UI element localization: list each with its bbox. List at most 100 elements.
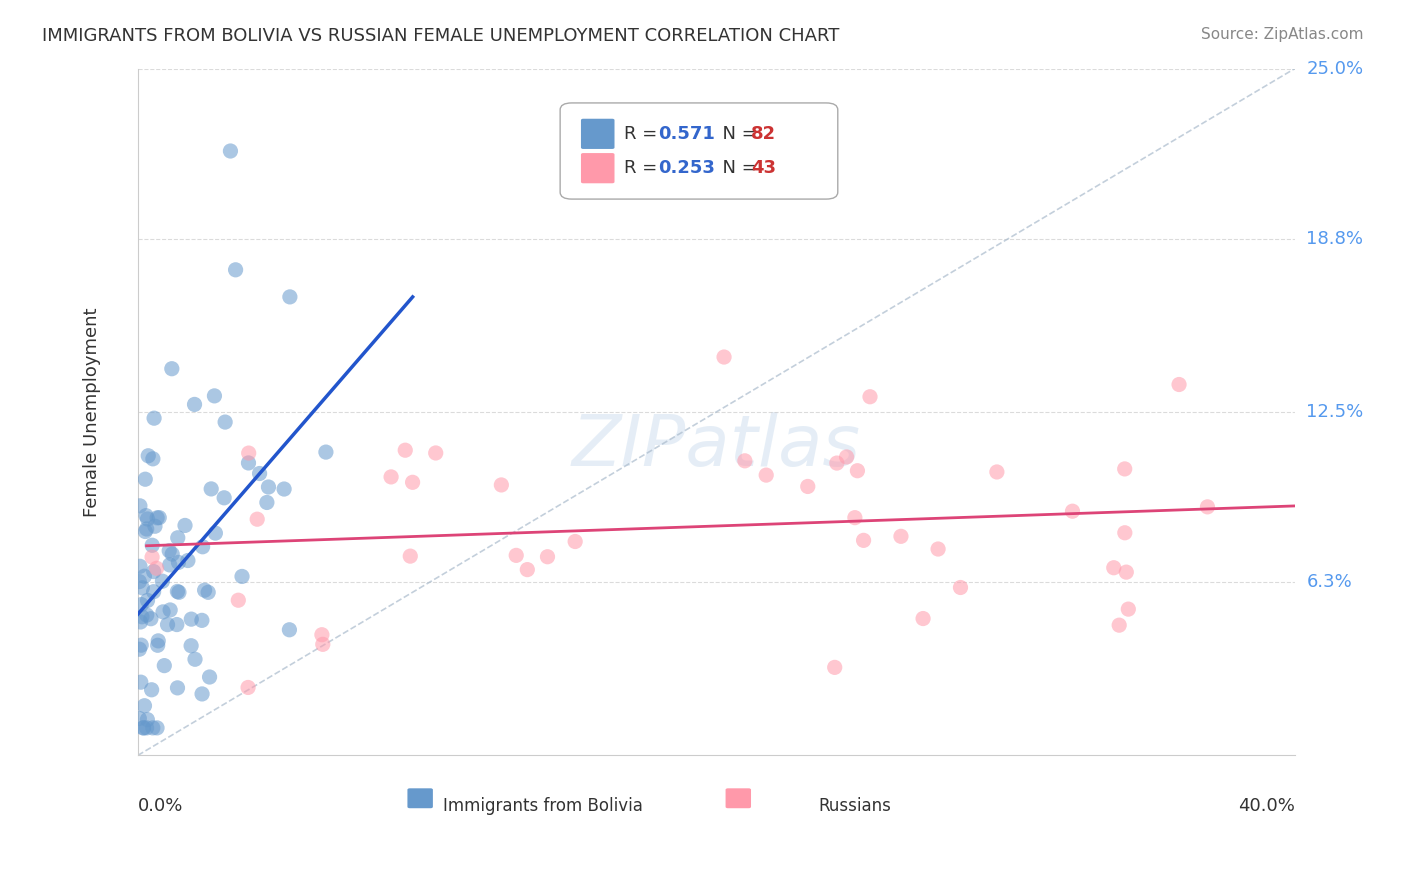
Point (131, 609, 153, 624)
Point (536, 549, 558, 564)
Point (145, 561, 167, 575)
Point (153, 658, 176, 673)
Point (142, 565, 165, 579)
Point (927, 541, 949, 556)
Point (491, 478, 513, 492)
Text: 40.0%: 40.0% (1237, 797, 1295, 814)
Point (315, 445, 337, 459)
Text: ZIPatlas: ZIPatlas (572, 412, 860, 481)
Point (194, 583, 217, 598)
Point (214, 415, 236, 429)
Point (197, 585, 219, 599)
Point (844, 510, 866, 524)
Point (129, 598, 152, 612)
Point (136, 512, 159, 526)
Point (177, 553, 200, 567)
Point (174, 518, 197, 533)
Point (142, 451, 165, 466)
Point (134, 524, 156, 539)
Point (129, 615, 152, 629)
Text: Russians: Russians (818, 797, 891, 814)
Point (136, 713, 159, 727)
Point (257, 480, 280, 494)
Point (278, 623, 301, 637)
Point (146, 638, 169, 652)
FancyBboxPatch shape (725, 789, 751, 808)
Point (1114, 525, 1136, 540)
Point (401, 475, 423, 490)
Point (132, 721, 155, 735)
Point (755, 468, 778, 483)
Point (141, 538, 163, 552)
Point (246, 512, 269, 526)
Point (160, 547, 183, 561)
FancyBboxPatch shape (581, 153, 614, 183)
Point (859, 390, 882, 404)
Point (238, 446, 260, 460)
Point (273, 482, 295, 496)
Point (225, 262, 247, 277)
Point (912, 611, 935, 625)
Point (846, 464, 869, 478)
Point (148, 510, 170, 524)
Point (143, 519, 166, 533)
Point (134, 698, 156, 713)
Point (249, 467, 271, 481)
Point (152, 605, 174, 619)
Point (311, 628, 333, 642)
Point (129, 675, 152, 690)
Point (136, 449, 159, 463)
Point (167, 556, 190, 570)
Point (312, 637, 335, 651)
Point (143, 411, 166, 425)
Point (238, 456, 260, 470)
Point (183, 397, 205, 411)
Point (166, 681, 188, 695)
Point (380, 470, 402, 484)
Point (824, 660, 846, 674)
Point (191, 540, 214, 554)
Point (890, 529, 912, 543)
Point (135, 508, 157, 523)
Point (191, 687, 214, 701)
Point (128, 574, 150, 589)
Point (200, 482, 222, 496)
Point (184, 652, 207, 666)
Point (148, 633, 170, 648)
Text: 0.253: 0.253 (658, 159, 716, 178)
Point (135, 522, 157, 536)
Point (399, 549, 422, 563)
Point (141, 682, 163, 697)
Text: 82: 82 (751, 125, 776, 143)
Point (142, 721, 165, 735)
Point (835, 450, 858, 464)
Text: Immigrants from Bolivia: Immigrants from Bolivia (443, 797, 643, 814)
Text: IMMIGRANTS FROM BOLIVIA VS RUSSIAN FEMALE UNEMPLOYMENT CORRELATION CHART: IMMIGRANTS FROM BOLIVIA VS RUSSIAN FEMAL… (42, 27, 839, 45)
Point (156, 617, 179, 632)
Text: Source: ZipAtlas.com: Source: ZipAtlas.com (1201, 27, 1364, 42)
Point (128, 642, 150, 657)
Point (136, 593, 159, 607)
Point (564, 534, 586, 549)
Point (1062, 504, 1084, 518)
Point (139, 612, 162, 626)
Text: N =: N = (710, 125, 762, 143)
Point (134, 569, 156, 583)
Text: R =: R = (624, 159, 662, 178)
Point (256, 495, 278, 509)
Text: Female Unemployment: Female Unemployment (83, 307, 101, 516)
Point (141, 550, 163, 565)
Point (949, 581, 972, 595)
Text: R =: R = (624, 125, 662, 143)
Point (180, 639, 202, 653)
Point (157, 543, 180, 558)
Point (167, 585, 190, 599)
FancyBboxPatch shape (581, 119, 614, 149)
Text: 43: 43 (751, 159, 776, 178)
Point (128, 711, 150, 725)
Text: N =: N = (710, 159, 762, 178)
Point (231, 569, 253, 583)
Point (505, 549, 527, 563)
Text: 0.571: 0.571 (658, 125, 716, 143)
Point (134, 472, 156, 486)
